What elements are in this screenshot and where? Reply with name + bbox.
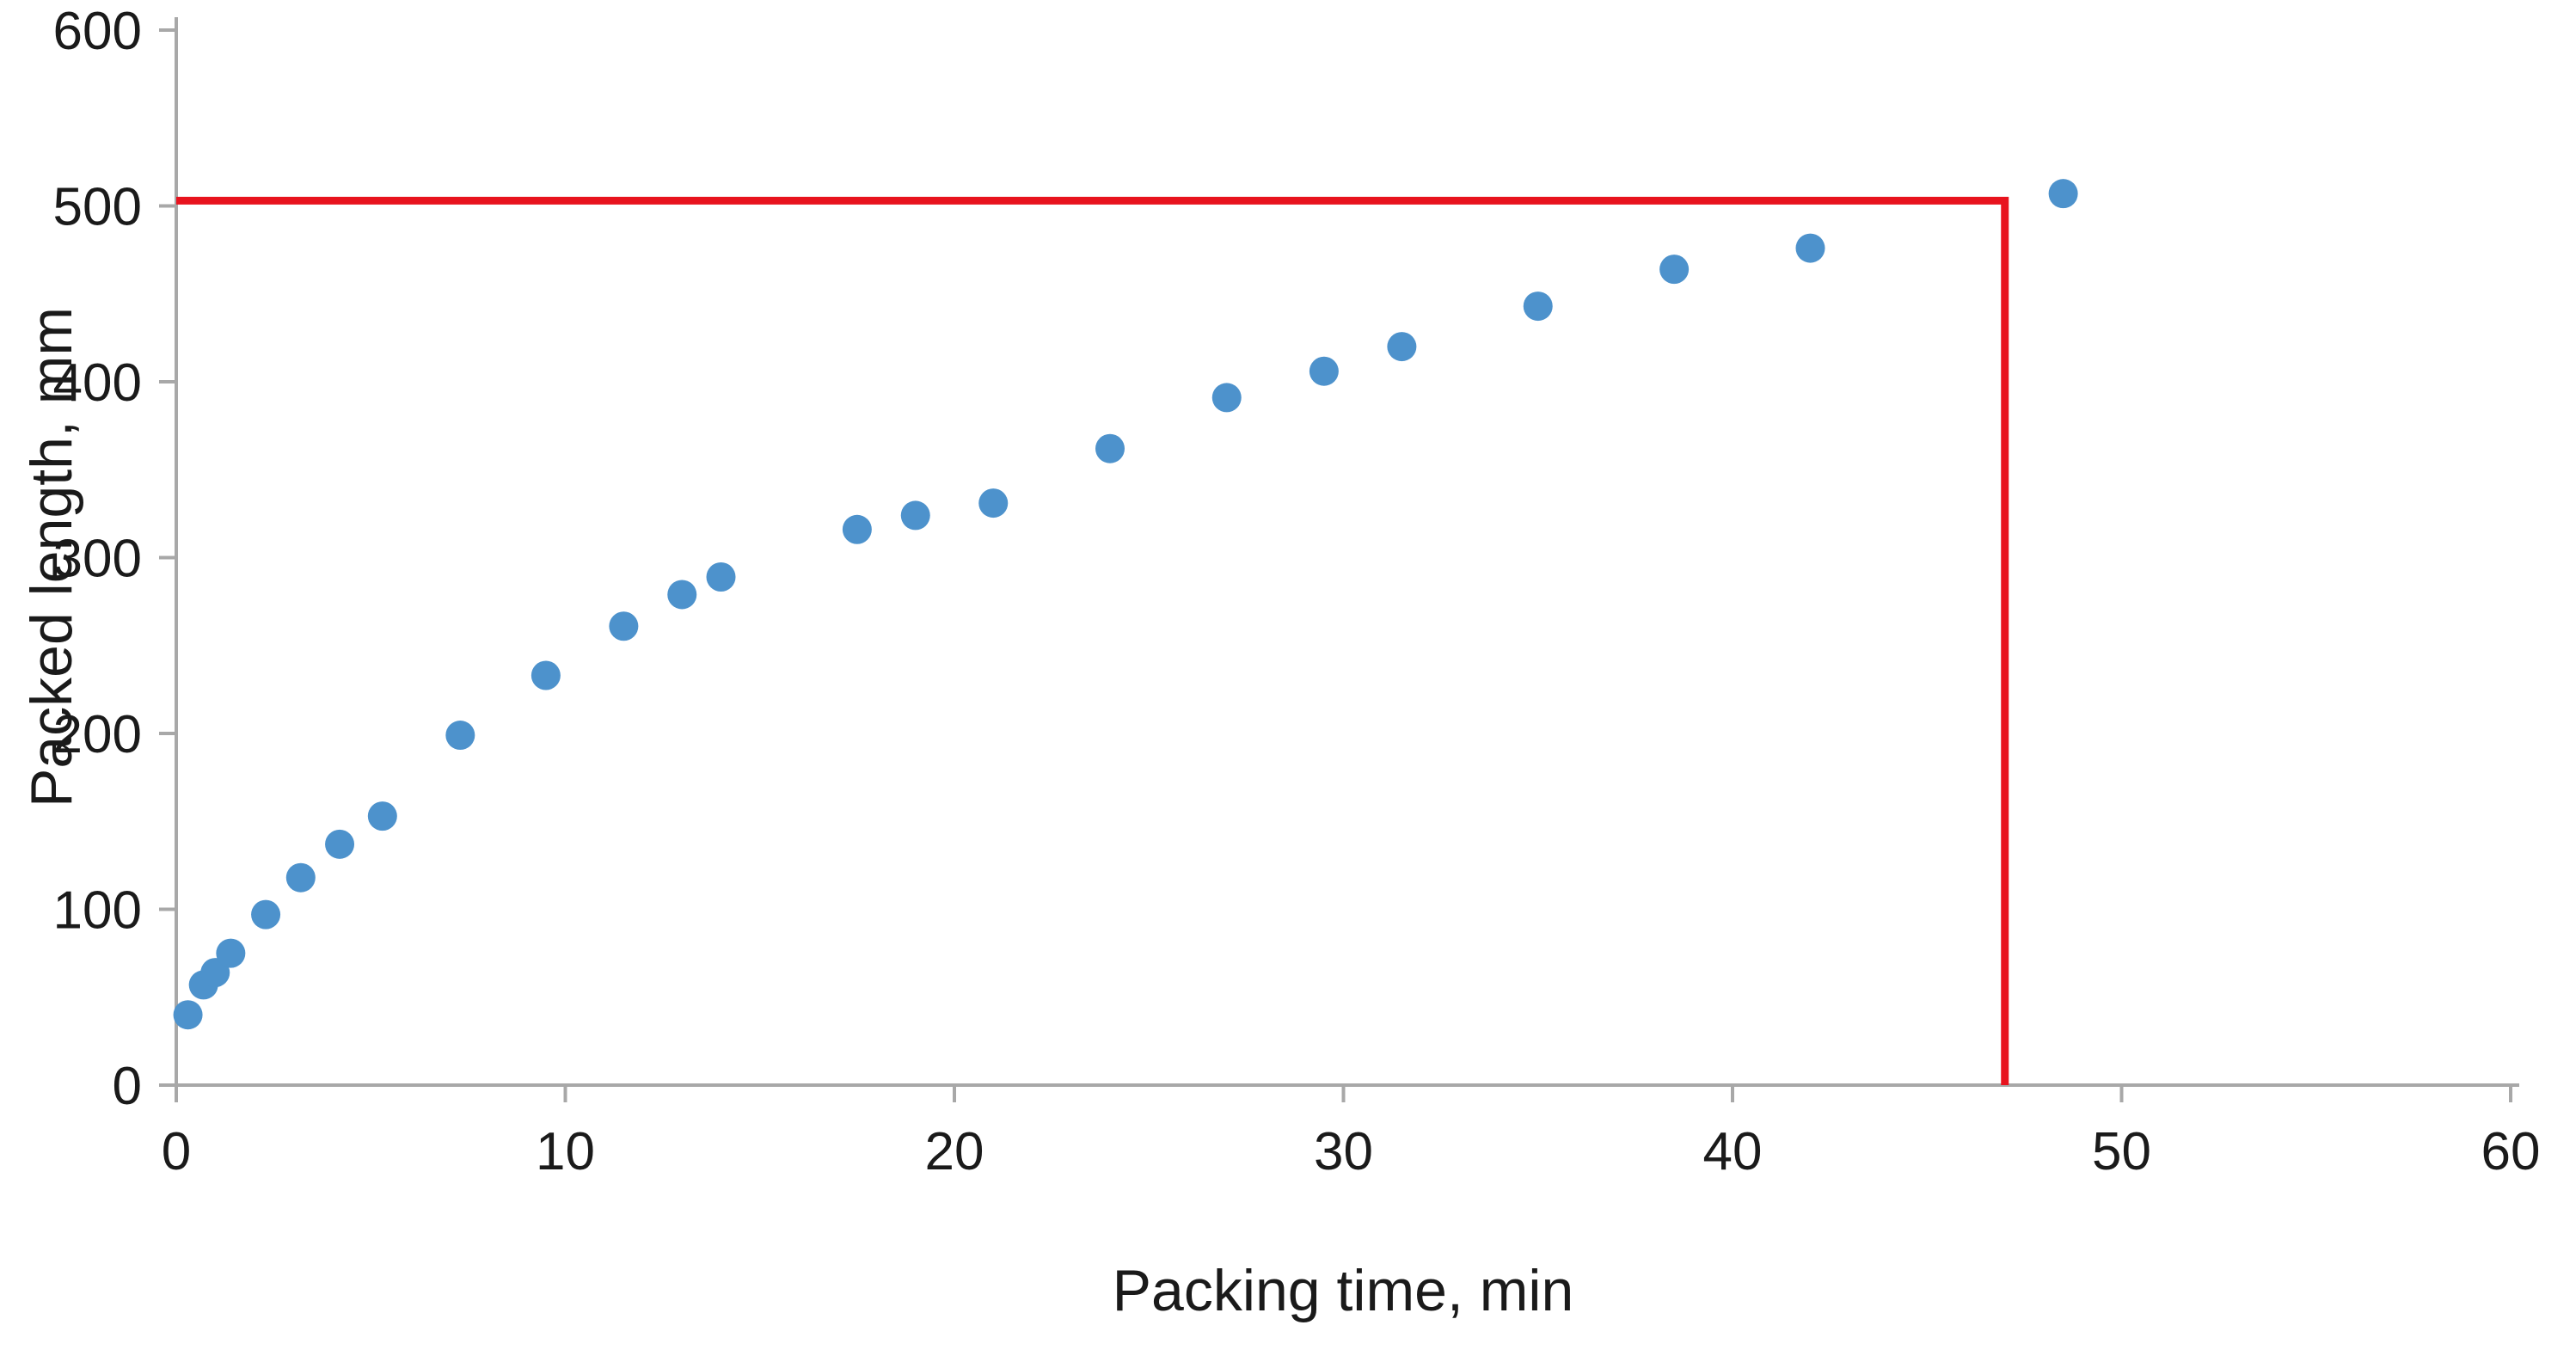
x-tick-label: 40 — [1703, 1122, 1763, 1181]
data-point — [900, 500, 930, 531]
y-tick-label: 0 — [113, 1057, 142, 1116]
y-tick-label: 100 — [53, 881, 142, 941]
data-point — [1095, 433, 1125, 463]
data-point — [842, 514, 872, 544]
x-tick-label: 60 — [2481, 1122, 2541, 1181]
data-point — [285, 862, 316, 893]
data-point — [216, 938, 246, 968]
y-tick-label: 300 — [53, 530, 142, 589]
x-axis-title: Packing time, min — [1112, 1258, 1574, 1323]
x-tick-label: 20 — [925, 1122, 984, 1181]
data-point — [1795, 233, 1825, 263]
data-point — [367, 801, 397, 831]
data-point — [706, 561, 736, 592]
data-point — [531, 660, 561, 690]
data-point — [445, 721, 475, 751]
data-point — [251, 899, 281, 929]
data-point — [173, 1000, 203, 1030]
y-tick-label: 600 — [53, 2, 142, 61]
data-point — [1387, 332, 1417, 362]
data-point — [2048, 179, 2078, 209]
x-tick-label: 50 — [2092, 1122, 2151, 1181]
x-tick-label: 0 — [162, 1122, 191, 1181]
data-point — [1659, 255, 1690, 285]
data-point — [1211, 383, 1242, 413]
data-point — [325, 829, 355, 859]
annotation-line — [176, 196, 2009, 1085]
y-tick-label: 400 — [53, 353, 142, 413]
y-tick-label: 500 — [53, 178, 142, 237]
x-tick-label: 10 — [536, 1122, 595, 1181]
data-point — [667, 580, 697, 610]
y-axis-title: Packed length, mm — [19, 306, 84, 808]
x-tick-label: 30 — [1314, 1122, 1373, 1181]
data-point — [609, 611, 639, 641]
data-point — [978, 488, 1009, 518]
data-point — [1309, 356, 1339, 386]
y-tick-label: 200 — [53, 705, 142, 764]
data-point — [1523, 291, 1553, 322]
